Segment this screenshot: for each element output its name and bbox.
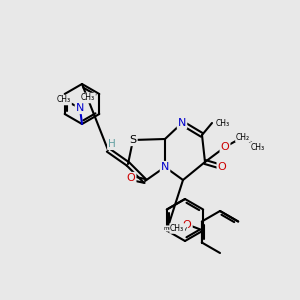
Text: N: N xyxy=(178,118,186,128)
Text: CH₃: CH₃ xyxy=(57,95,71,104)
Text: N: N xyxy=(161,162,169,172)
Text: CH₃: CH₃ xyxy=(170,224,184,233)
Text: CH₃: CH₃ xyxy=(216,118,230,127)
Text: O: O xyxy=(183,220,192,230)
Text: S: S xyxy=(129,135,137,145)
Text: O: O xyxy=(127,173,135,183)
Text: H: H xyxy=(108,139,116,149)
Text: N: N xyxy=(76,103,84,113)
Text: CH₂: CH₂ xyxy=(236,133,250,142)
Text: O: O xyxy=(218,162,226,172)
Text: CH₃: CH₃ xyxy=(251,142,265,152)
Text: methoxy: methoxy xyxy=(163,226,187,231)
Text: O: O xyxy=(220,142,230,152)
Text: CH₃: CH₃ xyxy=(81,94,95,103)
